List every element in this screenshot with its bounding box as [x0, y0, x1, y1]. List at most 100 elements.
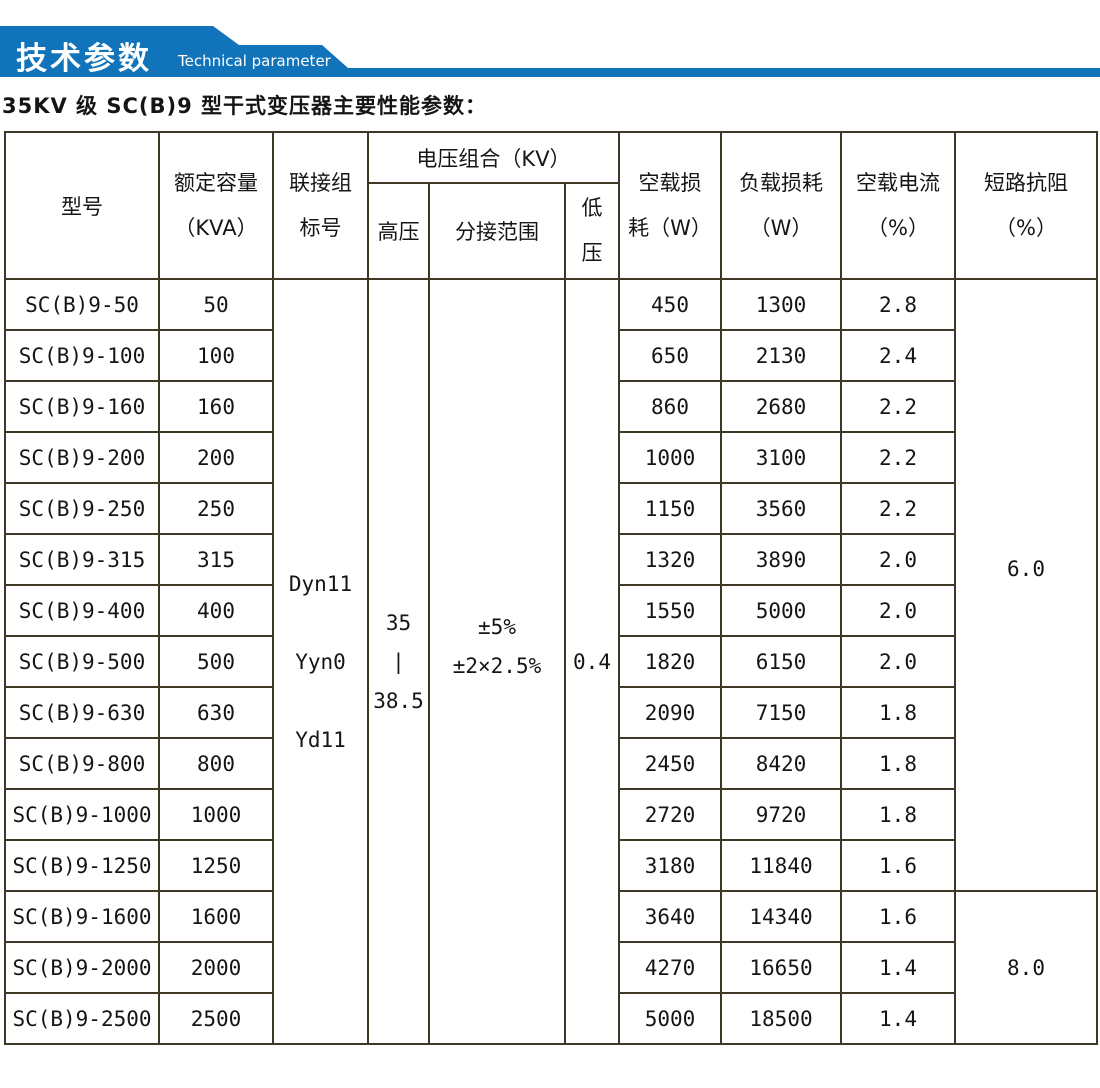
model-cell: SC(B)9-1600	[4, 890, 160, 943]
table-row: SC(B)9-2000 2000 4270 16650 1.4	[4, 941, 1097, 994]
capacity-cell: 100	[158, 329, 274, 382]
load-loss-cell: 11840	[720, 839, 842, 892]
header-row-2: 高压 分接范围 低 压	[5, 182, 1097, 280]
header-row-1: 型号 额定容量 （KVA） 联接组 标号 电压组合（KV） 空载损 耗（W） 负…	[4, 131, 1098, 280]
noload-loss-cell: 450	[618, 278, 722, 331]
model-cell: SC(B)9-500	[4, 635, 160, 688]
noload-current-cell: 1.4	[840, 941, 956, 994]
noload-loss-cell: 3180	[618, 839, 722, 892]
noload-loss-cell: 2090	[618, 686, 722, 739]
load-loss-cell: 8420	[720, 737, 842, 790]
noload-current-cell: 1.8	[840, 686, 956, 739]
load-loss-cell: 3100	[720, 431, 842, 484]
noload-loss-cell: 1820	[618, 635, 722, 688]
noload-current-cell: 2.0	[840, 635, 956, 688]
noload-loss-cell: 1000	[618, 431, 722, 484]
noload-current-cell: 1.8	[840, 737, 956, 790]
header-load-loss: 负载损耗 （W）	[720, 131, 842, 280]
model-cell: SC(B)9-800	[4, 737, 160, 790]
table-row: SC(B)9-800 800 2450 8420 1.8	[4, 737, 1097, 790]
load-loss-cell: 18500	[720, 992, 842, 1045]
model-cell: SC(B)9-250	[4, 482, 160, 535]
table-row: SC(B)9-630 630 2090 7150 1.8	[4, 686, 1097, 739]
capacity-cell: 1000	[158, 788, 274, 841]
banner-ribbon-shape	[0, 26, 1100, 77]
load-loss-cell: 14340	[720, 890, 842, 943]
capacity-cell: 200	[158, 431, 274, 484]
model-cell: SC(B)9-1000	[4, 788, 160, 841]
low-voltage-merged-cell: 0.4	[564, 278, 620, 1045]
model-cell: SC(B)9-1250	[4, 839, 160, 892]
noload-current-cell: 2.2	[840, 431, 956, 484]
noload-loss-cell: 2450	[618, 737, 722, 790]
connection-group-merged-cell: Dyn11 Yyn0 Yd11	[272, 278, 369, 1045]
noload-loss-cell: 860	[618, 380, 722, 433]
model-cell: SC(B)9-2500	[4, 992, 160, 1045]
load-loss-cell: 3890	[720, 533, 842, 586]
model-cell: SC(B)9-315	[4, 533, 160, 586]
capacity-cell: 315	[158, 533, 274, 586]
table-row: SC(B)9-1250 1250 3180 11840 1.6	[4, 839, 1097, 892]
table-row: SC(B)9-200 200 1000 3100 2.2	[4, 431, 1097, 484]
impedance-merged-cell-bottom: 8.0	[954, 890, 1098, 1045]
noload-current-cell: 2.2	[840, 380, 956, 433]
capacity-cell: 160	[158, 380, 274, 433]
noload-loss-cell: 1150	[618, 482, 722, 535]
capacity-cell: 1250	[158, 839, 274, 892]
load-loss-cell: 6150	[720, 635, 842, 688]
noload-current-cell: 2.0	[840, 584, 956, 637]
header-noload-current: 空载电流 （%）	[840, 131, 956, 280]
header-model: 型号	[4, 131, 160, 280]
noload-current-cell: 2.4	[840, 329, 956, 382]
noload-loss-cell: 650	[618, 329, 722, 382]
section-banner: 技术参数 Technical parameter	[0, 26, 1100, 77]
header-connection-group: 联接组 标号	[272, 131, 369, 280]
noload-loss-cell: 1320	[618, 533, 722, 586]
load-loss-cell: 7150	[720, 686, 842, 739]
capacity-cell: 2000	[158, 941, 274, 994]
capacity-cell: 250	[158, 482, 274, 535]
table-row: SC(B)9-160 160 860 2680 2.2	[4, 380, 1097, 433]
noload-current-cell: 2.2	[840, 482, 956, 535]
load-loss-cell: 2130	[720, 329, 842, 382]
banner-title-en: Technical parameter	[178, 52, 331, 70]
tap-range-merged-cell: ±5% ±2×2.5%	[428, 278, 566, 1045]
load-loss-cell: 1300	[720, 278, 842, 331]
capacity-cell: 800	[158, 737, 274, 790]
table-row: SC(B)9-250 250 1150 3560 2.2	[4, 482, 1097, 535]
capacity-cell: 400	[158, 584, 274, 637]
impedance-merged-cell-top: 6.0	[954, 278, 1098, 892]
model-cell: SC(B)9-200	[4, 431, 160, 484]
table-row: SC(B)9-315 315 1320 3890 2.0	[4, 533, 1097, 586]
model-cell: SC(B)9-630	[4, 686, 160, 739]
noload-current-cell: 1.4	[840, 992, 956, 1045]
noload-loss-cell: 5000	[618, 992, 722, 1045]
header-high-voltage: 高压	[367, 182, 430, 280]
header-voltage-combination: 电压组合（KV）	[367, 131, 620, 184]
header-noload-loss: 空载损 耗（W）	[618, 131, 722, 280]
table-row: SC(B)9-50 50 Dyn11 Yyn0 Yd11 35 | 38.5 ±…	[4, 278, 1098, 1045]
noload-current-cell: 1.6	[840, 839, 956, 892]
table-row: SC(B)9-500 500 1820 6150 2.0	[4, 635, 1097, 688]
noload-current-cell: 1.8	[840, 788, 956, 841]
table-row: SC(B)9-1600 1600 3640 14340 1.6 8.0	[4, 890, 1098, 1045]
load-loss-cell: 2680	[720, 380, 842, 433]
table-row: SC(B)9-100 100 650 2130 2.4	[4, 329, 1097, 382]
header-tap-range: 分接范围	[428, 182, 566, 280]
noload-loss-cell: 2720	[618, 788, 722, 841]
table-row: SC(B)9-400 400 1550 5000 2.0	[4, 584, 1097, 637]
table-row: SC(B)9-2500 2500 5000 18500 1.4	[4, 992, 1097, 1045]
parameters-table: 型号 额定容量 （KVA） 联接组 标号 电压组合（KV） 空载损 耗（W） 负…	[4, 131, 1098, 1045]
noload-loss-cell: 4270	[618, 941, 722, 994]
header-capacity: 额定容量 （KVA）	[158, 131, 274, 280]
capacity-cell: 630	[158, 686, 274, 739]
header-low-voltage: 低 压	[564, 182, 620, 280]
capacity-cell: 500	[158, 635, 274, 688]
table-caption: 35KV 级 SC(B)9 型干式变压器主要性能参数：	[2, 94, 488, 118]
load-loss-cell: 9720	[720, 788, 842, 841]
load-loss-cell: 5000	[720, 584, 842, 637]
banner-title-cn: 技术参数	[16, 41, 152, 77]
noload-loss-cell: 3640	[618, 890, 722, 943]
high-voltage-merged-cell: 35 | 38.5	[367, 278, 430, 1045]
noload-current-cell: 2.0	[840, 533, 956, 586]
